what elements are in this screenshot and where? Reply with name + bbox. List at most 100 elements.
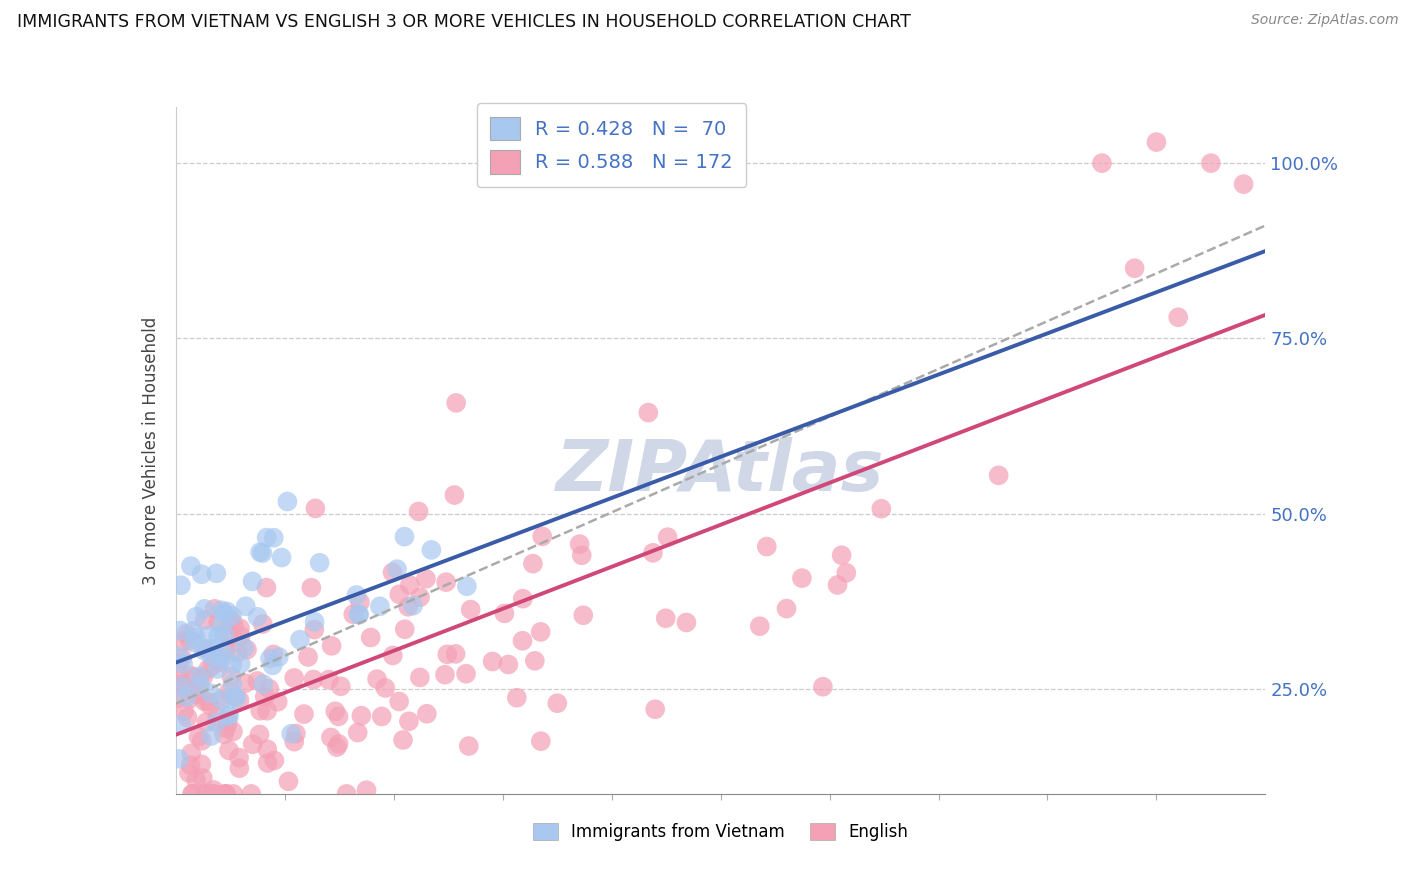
Point	[675, 615, 697, 630]
Point	[229, 657, 252, 671]
Point	[208, 650, 231, 665]
Point	[420, 542, 443, 557]
Point	[256, 756, 278, 770]
Point	[335, 787, 357, 801]
Point	[292, 707, 315, 722]
Point	[222, 619, 245, 633]
Point	[215, 787, 238, 801]
Point	[198, 628, 221, 642]
Point	[184, 631, 207, 645]
Point	[297, 650, 319, 665]
Point	[641, 546, 664, 560]
Point	[221, 677, 243, 691]
Point	[169, 624, 191, 638]
Point	[657, 530, 679, 544]
Text: IMMIGRANTS FROM VIETNAM VS ENGLISH 3 OR MORE VEHICLES IN HOUSEHOLD CORRELATION C: IMMIGRANTS FROM VIETNAM VS ENGLISH 3 OR …	[17, 13, 911, 31]
Point	[167, 752, 190, 766]
Point	[523, 654, 546, 668]
Point	[456, 579, 478, 593]
Point	[193, 694, 215, 708]
Point	[323, 704, 346, 718]
Point	[167, 649, 190, 664]
Point	[371, 709, 394, 723]
Point	[211, 603, 233, 617]
Point	[207, 710, 229, 724]
Point	[228, 761, 250, 775]
Point	[328, 709, 350, 723]
Point	[416, 706, 439, 721]
Point	[187, 679, 209, 693]
Point	[183, 670, 205, 684]
Point	[201, 641, 224, 656]
Point	[267, 695, 290, 709]
Point	[172, 679, 194, 693]
Point	[200, 698, 222, 713]
Point	[212, 606, 235, 620]
Point	[655, 611, 678, 625]
Point	[252, 677, 274, 691]
Point	[221, 609, 243, 624]
Point	[193, 787, 215, 801]
Point	[170, 578, 193, 592]
Point	[226, 646, 249, 660]
Point	[530, 734, 553, 748]
Point	[342, 607, 364, 622]
Point	[190, 757, 212, 772]
Point	[398, 578, 420, 592]
Point	[374, 681, 396, 695]
Point	[219, 613, 242, 627]
Point	[207, 615, 229, 630]
Point	[283, 734, 305, 748]
Point	[368, 599, 391, 614]
Point	[200, 648, 222, 663]
Point	[233, 640, 256, 655]
Point	[200, 729, 222, 743]
Text: ZIPAtlas: ZIPAtlas	[557, 436, 884, 506]
Point	[252, 617, 274, 632]
Point	[224, 690, 246, 704]
Point	[444, 647, 467, 661]
Point	[242, 574, 264, 589]
Point	[329, 679, 352, 693]
Point	[444, 396, 467, 410]
Point	[197, 662, 219, 676]
Point	[498, 657, 520, 672]
Point	[207, 662, 229, 676]
Point	[217, 605, 239, 619]
Point	[259, 681, 281, 696]
Point	[326, 740, 349, 755]
Point	[262, 648, 284, 662]
Point	[346, 588, 368, 602]
Point	[436, 648, 458, 662]
Point	[775, 601, 797, 615]
Point	[408, 504, 430, 518]
Point	[262, 658, 284, 673]
Point	[218, 743, 240, 757]
Point	[211, 616, 233, 631]
Point	[214, 648, 236, 662]
Point	[263, 754, 285, 768]
Point	[259, 651, 281, 665]
Point	[328, 737, 350, 751]
Point	[304, 623, 326, 637]
Point	[195, 787, 218, 801]
Point	[530, 624, 553, 639]
Point	[381, 566, 404, 580]
Point	[172, 651, 194, 665]
Point	[172, 634, 194, 648]
Point	[644, 702, 666, 716]
Point	[218, 709, 240, 723]
Point	[288, 632, 311, 647]
Point	[433, 667, 456, 681]
Point	[506, 690, 529, 705]
Point	[347, 607, 370, 622]
Point	[190, 678, 212, 692]
Point	[176, 690, 198, 704]
Point	[218, 684, 240, 698]
Point	[184, 687, 207, 701]
Point	[195, 641, 218, 656]
Point	[755, 540, 778, 554]
Point	[221, 657, 243, 672]
Point	[193, 670, 215, 684]
Point	[304, 501, 326, 516]
